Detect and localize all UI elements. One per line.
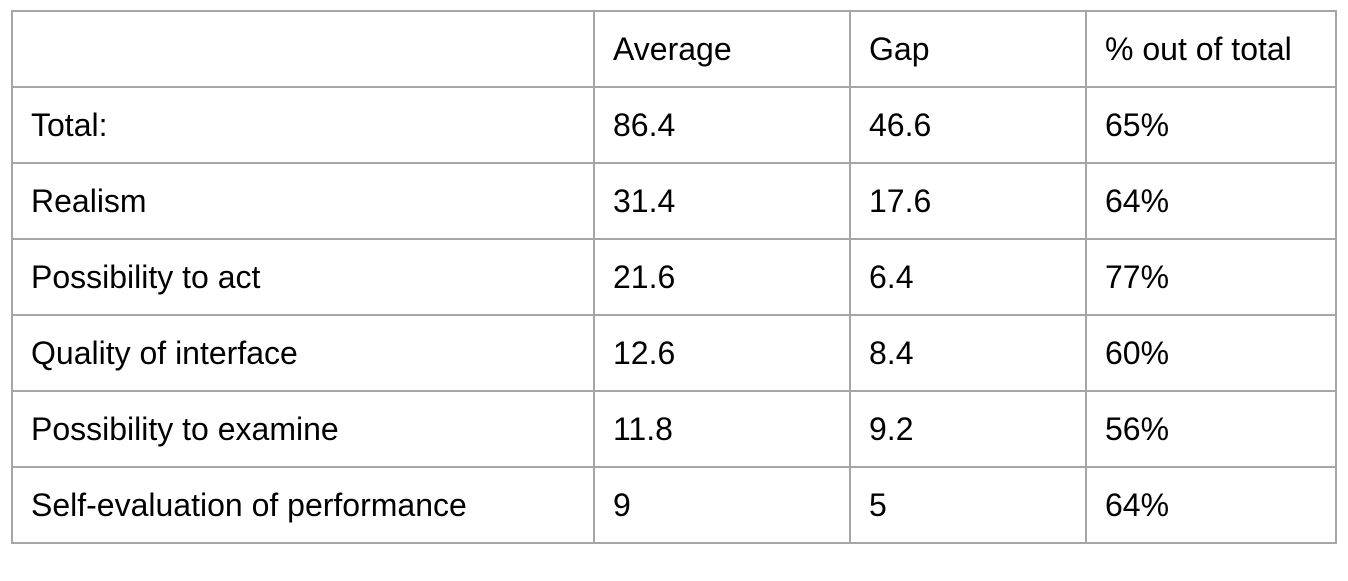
percent-cell: 77%: [1085, 238, 1337, 316]
percent-cell: 60%: [1085, 314, 1337, 392]
average-cell: 31.4: [593, 162, 851, 240]
table-row: Self-evaluation of performance 9 5 64%: [11, 466, 1337, 544]
table-row: Possibility to examine 11.8 9.2 56%: [11, 390, 1337, 468]
gap-cell: 6.4: [849, 238, 1087, 316]
row-label: Possibility to examine: [11, 390, 595, 468]
percent-cell: 64%: [1085, 162, 1337, 240]
table-row: Possibility to act 21.6 6.4 77%: [11, 238, 1337, 316]
row-label: Realism: [11, 162, 595, 240]
row-label: Total:: [11, 86, 595, 164]
gap-cell: 5: [849, 466, 1087, 544]
data-table: Average Gap % out of total Total: 86.4 4…: [11, 10, 1337, 544]
average-cell: 21.6: [593, 238, 851, 316]
average-cell: 11.8: [593, 390, 851, 468]
gap-cell: 8.4: [849, 314, 1087, 392]
percent-cell: 56%: [1085, 390, 1337, 468]
row-label: Self-evaluation of performance: [11, 466, 595, 544]
gap-cell: 46.6: [849, 86, 1087, 164]
row-label: Possibility to act: [11, 238, 595, 316]
percent-cell: 64%: [1085, 466, 1337, 544]
header-cell-average: Average: [593, 10, 851, 88]
header-cell-percent-of-total: % out of total: [1085, 10, 1337, 88]
percent-cell: 65%: [1085, 86, 1337, 164]
header-cell-empty: [11, 10, 595, 88]
header-row: Average Gap % out of total: [11, 10, 1337, 88]
table-row: Realism 31.4 17.6 64%: [11, 162, 1337, 240]
average-cell: 86.4: [593, 86, 851, 164]
average-cell: 9: [593, 466, 851, 544]
gap-cell: 17.6: [849, 162, 1087, 240]
gap-cell: 9.2: [849, 390, 1087, 468]
average-cell: 12.6: [593, 314, 851, 392]
table-row: Total: 86.4 46.6 65%: [11, 86, 1337, 164]
table-row: Quality of interface 12.6 8.4 60%: [11, 314, 1337, 392]
header-cell-gap: Gap: [849, 10, 1087, 88]
row-label: Quality of interface: [11, 314, 595, 392]
